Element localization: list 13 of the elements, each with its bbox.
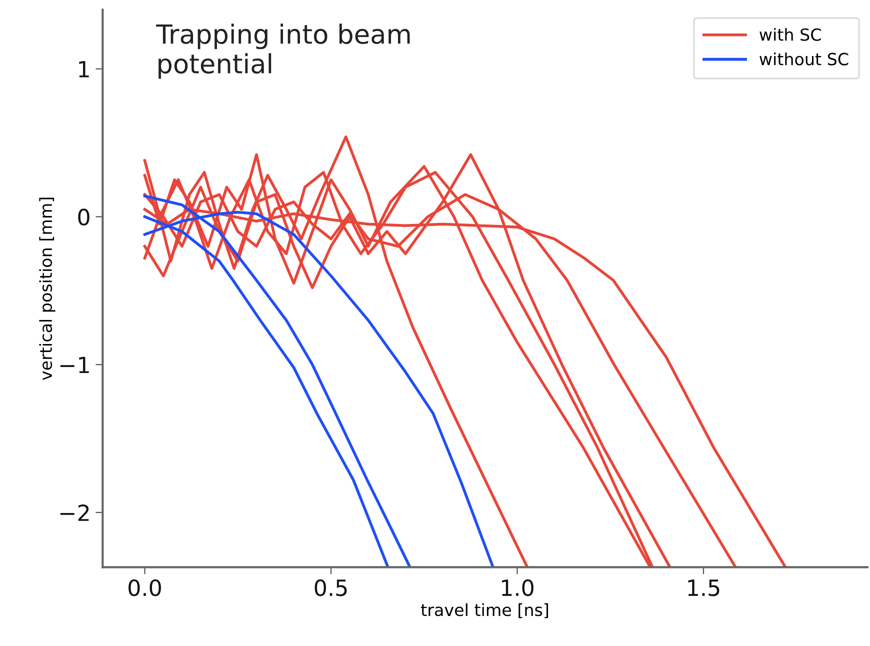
legend-label: with SC bbox=[760, 28, 821, 41]
x-tick-label: 0.5 bbox=[314, 579, 347, 596]
legend-label: without SC bbox=[760, 52, 848, 66]
y-tick-label: 0 bbox=[78, 208, 90, 226]
x-tick-label: 1.5 bbox=[688, 580, 720, 596]
text: Trapping into beam potential bbox=[156, 24, 410, 79]
x-axis-title: travel time [ns] bbox=[421, 603, 548, 618]
y-tick-label: 1 bbox=[79, 61, 89, 78]
y-tick-label: −2 bbox=[60, 504, 89, 521]
x-tick-label: 0.0 bbox=[128, 579, 161, 596]
x-tick-label: 1.0 bbox=[502, 579, 534, 596]
y-tick-label: −1 bbox=[60, 356, 89, 374]
y-axis-title: vertical position [mm] bbox=[39, 198, 56, 380]
